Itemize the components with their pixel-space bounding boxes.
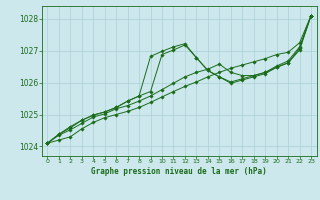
- X-axis label: Graphe pression niveau de la mer (hPa): Graphe pression niveau de la mer (hPa): [91, 167, 267, 176]
